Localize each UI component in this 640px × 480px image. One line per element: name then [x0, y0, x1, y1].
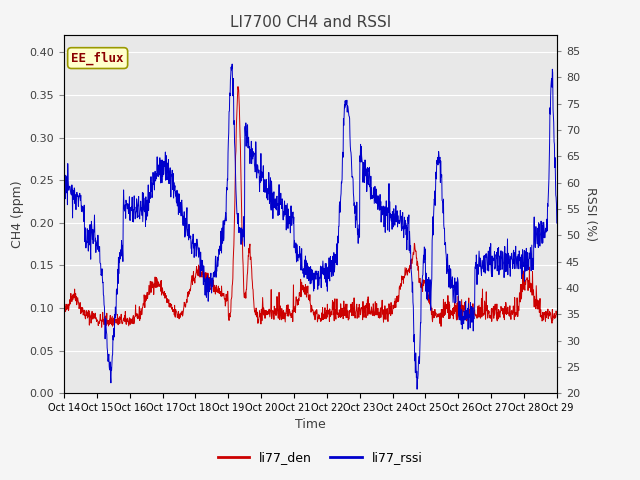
li77_den	[495, 308, 503, 314]
li77_rssi	[413, 386, 421, 392]
li77_den	[98, 324, 106, 330]
li77_den	[158, 287, 166, 292]
li77_den	[553, 311, 561, 317]
li77_rssi	[452, 284, 460, 289]
Line: li77_rssi: li77_rssi	[64, 64, 557, 389]
li77_rssi	[225, 130, 232, 136]
li77_rssi	[553, 220, 561, 226]
Title: LI7700 CH4 and RSSI: LI7700 CH4 and RSSI	[230, 15, 391, 30]
li77_rssi	[60, 177, 68, 182]
li77_rssi	[387, 214, 394, 219]
li77_rssi	[170, 195, 177, 201]
Y-axis label: RSSI (%): RSSI (%)	[584, 187, 596, 241]
li77_rssi	[158, 158, 166, 164]
li77_den	[387, 300, 395, 305]
Y-axis label: CH4 (ppm): CH4 (ppm)	[11, 180, 24, 248]
li77_den	[60, 308, 68, 314]
Line: li77_den: li77_den	[64, 86, 557, 327]
X-axis label: Time: Time	[295, 419, 326, 432]
li77_den	[225, 318, 233, 324]
li77_rssi	[495, 272, 503, 277]
li77_rssi	[228, 61, 236, 67]
Text: EE_flux: EE_flux	[72, 51, 124, 65]
li77_den	[170, 307, 178, 312]
Legend: li77_den, li77_rssi: li77_den, li77_rssi	[212, 446, 428, 469]
li77_den	[452, 309, 460, 314]
li77_den	[234, 84, 242, 89]
